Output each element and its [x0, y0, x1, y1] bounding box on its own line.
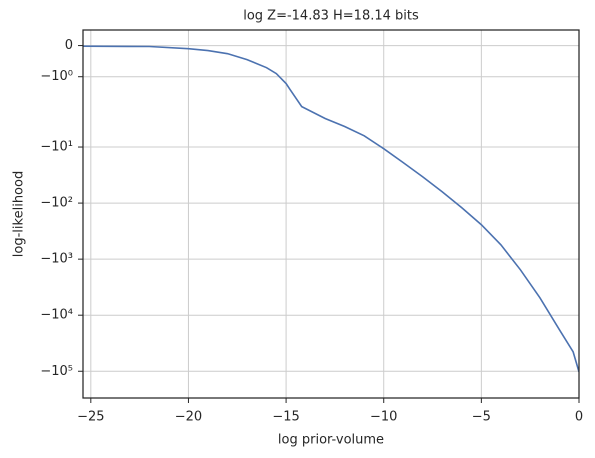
- y-tick-label: −10¹: [40, 140, 73, 155]
- y-tick-label: −10⁰: [40, 69, 73, 84]
- chart-title: log Z=-14.83 H=18.14 bits: [243, 9, 419, 24]
- plot-frame: [82, 29, 580, 399]
- x-tick-label: −10: [370, 410, 397, 425]
- y-tick-label: −10²: [40, 196, 73, 211]
- x-tick-label: −20: [175, 410, 202, 425]
- x-tick-label: −15: [272, 410, 299, 425]
- y-axis-label: log-likelihood: [12, 171, 27, 257]
- y-tick-label: 0: [65, 38, 73, 53]
- y-tick-label: −10⁴: [40, 308, 73, 323]
- x-tick-label: 0: [575, 410, 583, 425]
- line: [83, 45, 579, 373]
- x-axis-label: log prior-volume: [278, 433, 384, 448]
- x-tick-label: −5: [472, 410, 491, 425]
- x-tick-label: −25: [77, 410, 104, 425]
- y-tick-label: −10⁵: [40, 364, 73, 379]
- y-tick-label: −10³: [40, 252, 73, 267]
